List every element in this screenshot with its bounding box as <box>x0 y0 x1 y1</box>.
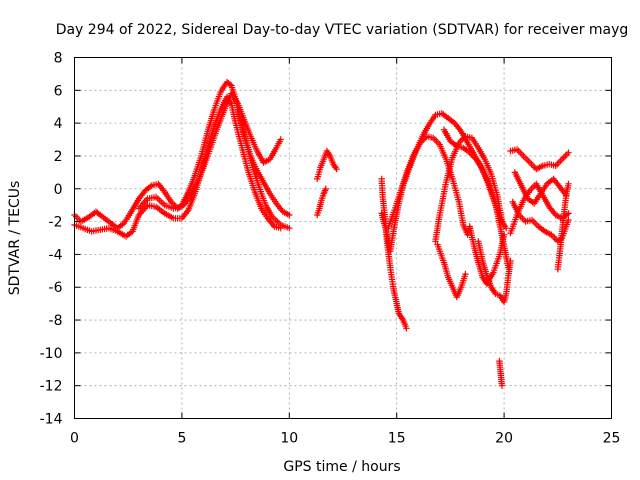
x-tick-label: 15 <box>388 431 406 447</box>
y-tick-label: -6 <box>49 280 63 296</box>
series-arc-13 <box>434 241 469 301</box>
y-axis-title: SDTVAR / TECUs <box>7 181 23 296</box>
data-mark-arc-3 <box>135 90 284 212</box>
series-arc-11 <box>440 126 512 271</box>
y-tick-label: -4 <box>49 247 63 263</box>
x-tick-label: 10 <box>280 431 298 447</box>
y-tick-labels: -14 -12 -10 -8 -6 -4 -2 0 2 4 6 8 <box>40 51 63 428</box>
tick-marks <box>74 57 612 419</box>
y-tick-label: 0 <box>54 182 63 198</box>
series-arc-3 <box>135 90 284 212</box>
series-arc-19 <box>511 169 570 207</box>
data-mark-arc-13 <box>434 241 469 301</box>
y-tick-label: 2 <box>54 149 63 165</box>
y-tick-label: -8 <box>49 313 63 329</box>
data-mark-arc-10 <box>432 133 506 245</box>
x-tick-labels: 0 5 10 15 20 25 <box>70 431 620 447</box>
series-arc-5 <box>314 185 329 219</box>
data-mark-arc-19 <box>511 169 570 207</box>
x-axis-title: GPS time / hours <box>283 459 400 475</box>
data-mark-arc-4 <box>234 106 293 219</box>
x-tick-label: 25 <box>603 431 621 447</box>
series-arc-16 <box>507 146 572 173</box>
data-mark-arc-9 <box>384 133 473 238</box>
y-tick-label: -2 <box>49 215 63 231</box>
data-marks <box>71 78 572 389</box>
series-arc-4 <box>234 106 293 219</box>
data-mark-arc-20 <box>554 180 572 273</box>
series-arc-6 <box>314 147 340 183</box>
series-arc-10 <box>432 133 506 245</box>
y-tick-label: 4 <box>54 116 63 132</box>
data-mark-arc-16 <box>507 146 572 173</box>
data-mark-arc-15 <box>496 357 506 389</box>
plot-frame <box>74 57 612 419</box>
series-arc-20 <box>554 180 572 273</box>
series-arc-9 <box>384 133 473 238</box>
y-tick-label: 6 <box>54 83 63 99</box>
data-mark-arc-6 <box>314 147 340 183</box>
y-tick-label: -10 <box>40 346 63 362</box>
chart-title: Day 294 of 2022, Sidereal Day-to-day VTE… <box>56 22 629 38</box>
series-arc-15 <box>496 357 506 389</box>
data-mark-arc-14 <box>475 238 514 306</box>
x-tick-label: 20 <box>495 431 513 447</box>
data-mark-arc-5 <box>314 185 329 219</box>
x-tick-label: 0 <box>70 431 79 447</box>
x-tick-label: 5 <box>177 431 186 447</box>
data-mark-arc-11 <box>440 126 512 271</box>
y-tick-label: 8 <box>54 51 63 67</box>
y-tick-label: -14 <box>40 412 63 428</box>
y-tick-label: -12 <box>40 379 63 395</box>
series-arc-14 <box>475 238 514 306</box>
